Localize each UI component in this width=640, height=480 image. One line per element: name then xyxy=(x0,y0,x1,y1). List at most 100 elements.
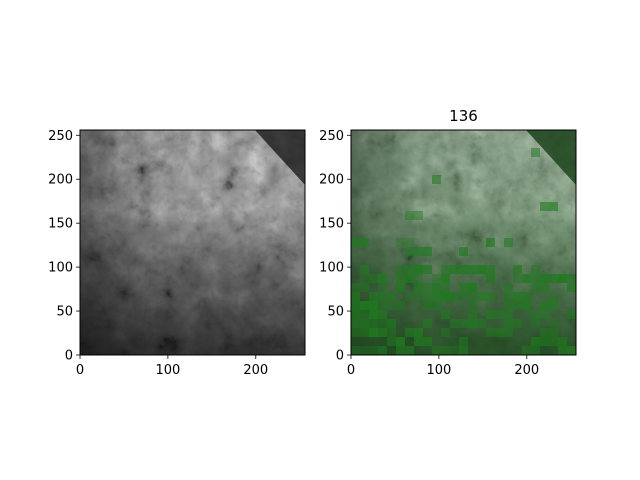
mask-block xyxy=(558,337,567,346)
mask-block xyxy=(513,292,531,301)
mask-block xyxy=(396,301,405,310)
mask-block xyxy=(567,283,576,292)
mask-block xyxy=(405,292,423,301)
mask-block xyxy=(396,274,414,283)
mask-block xyxy=(549,292,558,301)
mask-block xyxy=(414,283,423,292)
mask-block xyxy=(423,292,432,301)
mask-block xyxy=(459,346,468,355)
mask-block xyxy=(486,265,495,274)
mask-block xyxy=(441,310,450,319)
mask-block xyxy=(378,283,387,292)
mask-block xyxy=(450,319,459,328)
right-image xyxy=(351,130,576,355)
mask-block xyxy=(486,328,504,337)
left-ytick-label: 100 xyxy=(48,261,73,276)
mask-block xyxy=(378,292,396,301)
mask-block xyxy=(441,265,459,274)
mask-block xyxy=(387,319,396,328)
left-xtick-label: 100 xyxy=(155,363,180,378)
mask-block xyxy=(513,274,522,283)
mask-block xyxy=(432,283,441,292)
mask-block xyxy=(504,301,513,310)
mask-block xyxy=(549,337,558,346)
mask-block xyxy=(369,292,378,301)
left-ticks: 0 100 200 0 50 100 150 200 250 xyxy=(48,129,268,378)
mask-block xyxy=(450,346,468,355)
mask-block xyxy=(459,265,468,274)
right-panel: 0 100 200 0 50 100 150 200 250 136 xyxy=(319,107,577,378)
mask-block xyxy=(477,265,486,274)
mask-block xyxy=(522,292,531,301)
left-image xyxy=(80,130,305,355)
mask-block xyxy=(378,274,387,283)
mask-block xyxy=(531,265,540,274)
right-axes-frame xyxy=(350,129,577,356)
mask-block xyxy=(522,274,531,283)
mask-block xyxy=(360,274,369,283)
mask-block xyxy=(378,346,387,355)
mask-block xyxy=(396,238,414,247)
mask-block xyxy=(360,346,378,355)
mask-block xyxy=(351,238,369,247)
mask-block xyxy=(441,274,450,283)
mask-block xyxy=(540,328,558,337)
mask-block xyxy=(351,346,360,355)
mask-block xyxy=(558,274,576,283)
left-ytick-label: 50 xyxy=(56,305,73,320)
mask-block xyxy=(567,346,576,355)
mask-block xyxy=(405,211,423,220)
mask-block xyxy=(531,319,540,328)
mask-block xyxy=(504,238,513,247)
mask-block xyxy=(504,292,522,301)
mask-block xyxy=(369,310,387,319)
mask-block xyxy=(486,292,495,301)
mask-block xyxy=(405,274,423,283)
mask-block xyxy=(468,310,477,319)
mask-block xyxy=(549,301,558,310)
right-ytick-label: 250 xyxy=(319,129,344,144)
mask-block xyxy=(531,310,549,319)
right-ytick-label: 100 xyxy=(319,261,344,276)
right-ytick-label: 50 xyxy=(327,305,344,320)
mask-block xyxy=(378,319,396,328)
left-ytick-label: 250 xyxy=(48,129,73,144)
mask-block xyxy=(459,337,468,346)
mask-block xyxy=(351,319,369,328)
mask-block xyxy=(441,328,450,337)
mask-block xyxy=(414,328,423,337)
mask-block xyxy=(540,301,549,310)
right-ytick-label: 200 xyxy=(319,173,344,188)
mask-block xyxy=(495,310,513,319)
mask-block xyxy=(504,319,522,328)
mask-block xyxy=(369,301,378,310)
mask-block xyxy=(441,292,459,301)
mask-block xyxy=(369,328,387,337)
mask-block xyxy=(414,337,432,346)
mask-block xyxy=(351,328,360,337)
mask-block xyxy=(459,247,468,256)
mask-block xyxy=(432,175,441,184)
mask-block xyxy=(486,310,495,319)
mask-block xyxy=(549,319,558,328)
mask-block xyxy=(468,265,486,274)
mask-block xyxy=(531,148,540,157)
mask-block xyxy=(441,283,450,292)
mask-block xyxy=(567,310,576,319)
mask-block xyxy=(531,283,549,292)
mask-block xyxy=(477,292,486,301)
left-xtick-label: 0 xyxy=(76,363,84,378)
mask-block xyxy=(387,328,396,337)
mask-block xyxy=(396,265,405,274)
right-xtick-label: 100 xyxy=(426,363,451,378)
right-ticks: 0 100 200 0 50 100 150 200 250 xyxy=(319,129,539,378)
mask-block xyxy=(459,292,477,301)
mask-block xyxy=(504,283,513,292)
mask-block xyxy=(468,301,477,310)
mask-block xyxy=(423,301,441,310)
left-ytick-label: 200 xyxy=(48,173,73,188)
mask-block xyxy=(396,337,405,346)
left-panel: 0 100 200 0 50 100 150 200 250 xyxy=(48,129,306,378)
mask-block xyxy=(558,346,576,355)
mask-block xyxy=(414,265,432,274)
